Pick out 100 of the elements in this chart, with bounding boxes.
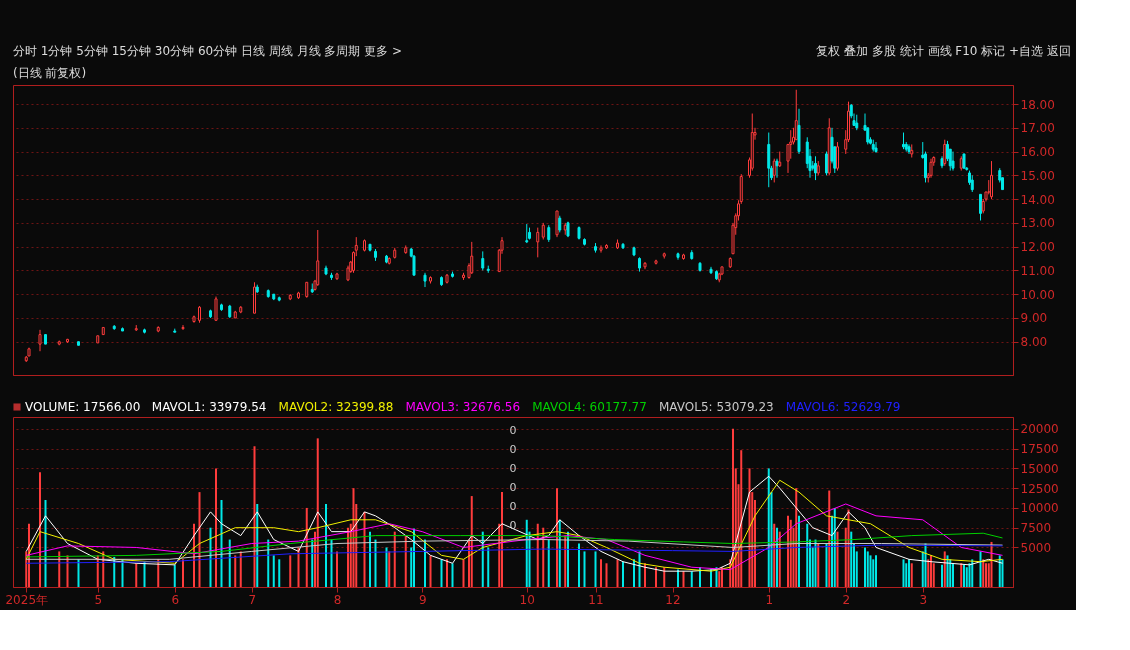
candlestick <box>946 140 949 162</box>
bar <box>578 543 580 587</box>
bar <box>215 468 217 587</box>
line-series <box>25 544 1003 564</box>
bar <box>556 488 558 587</box>
bar <box>872 559 875 587</box>
y-tick-label: 8.00 <box>1020 335 1048 350</box>
y-tick-label: 12.00 <box>1020 240 1055 255</box>
candlestick <box>951 151 955 172</box>
text: MAVOL1: 33979.54 <box>151 400 267 414</box>
y-tick-label: 18.00 <box>1020 97 1055 112</box>
annotation: 0 <box>509 481 517 494</box>
annotation: 0 <box>509 424 517 437</box>
text: MAVOL3: 32676.56 <box>405 400 521 414</box>
bar <box>798 515 800 587</box>
bar <box>633 559 635 587</box>
line-series <box>25 503 1003 571</box>
candlestick <box>481 250 485 271</box>
bar <box>943 551 946 587</box>
y-tick-label: 11.00 <box>1020 263 1055 278</box>
bar <box>616 559 619 587</box>
bar <box>440 559 443 587</box>
bar <box>806 523 809 587</box>
bar <box>66 555 69 587</box>
text: MAVOL4: 60177.77 <box>532 400 647 414</box>
bar <box>239 551 242 587</box>
bar <box>795 488 798 587</box>
candlestick <box>599 244 603 254</box>
bar <box>905 563 908 587</box>
y-tick-label: 14.00 <box>1020 192 1055 207</box>
bar <box>278 559 281 587</box>
bar <box>462 559 465 587</box>
bar <box>982 559 985 587</box>
bar <box>875 555 877 587</box>
bar <box>682 571 685 587</box>
bar <box>866 551 869 587</box>
text: 分时 1分钟 5分钟 15分钟 30分钟 60分钟 日线 周线 月线 多周期 更多 > <box>13 44 403 58</box>
bar <box>864 547 866 587</box>
bar <box>622 561 624 587</box>
bar <box>825 543 828 587</box>
y-tick-label: 17500 <box>1020 442 1059 457</box>
bar <box>470 496 473 587</box>
bar <box>429 555 432 587</box>
annotation: 0 <box>509 500 517 513</box>
x-tick-label: 2025年 <box>5 592 49 607</box>
bar <box>600 559 602 587</box>
bar <box>525 519 528 587</box>
candlestick <box>825 151 828 176</box>
bar <box>369 531 371 587</box>
bar <box>941 564 943 587</box>
bar <box>393 531 396 587</box>
x-tick-label: 3 <box>919 592 928 607</box>
bar <box>253 446 256 587</box>
bar <box>404 535 407 587</box>
bar <box>836 531 839 587</box>
bar <box>998 555 1001 587</box>
y-tick-label: 7500 <box>1020 521 1052 536</box>
y-tick-label: 10000 <box>1020 501 1059 516</box>
bar <box>828 490 831 587</box>
x-tick-label: 1 <box>765 592 774 607</box>
chart-title: (日线 前复权) <box>13 66 87 80</box>
legend-label: VOLUME: 17566.00 <box>25 400 141 414</box>
bar <box>910 563 913 587</box>
bar <box>143 561 146 587</box>
bar <box>748 468 751 587</box>
bar <box>946 555 949 587</box>
bar <box>1001 559 1004 587</box>
x-tick-label: 6 <box>171 592 180 607</box>
candlestick <box>836 141 839 172</box>
bar <box>908 559 910 587</box>
bar <box>44 500 47 587</box>
candlestick <box>536 227 540 258</box>
bar <box>330 539 333 587</box>
bar <box>949 559 952 587</box>
bar <box>234 555 237 587</box>
bar <box>501 492 503 587</box>
bar <box>336 551 338 587</box>
y-tick-label: 10.00 <box>1020 287 1055 302</box>
candlestick <box>929 158 933 179</box>
bar <box>388 551 391 587</box>
candlestick <box>316 229 320 287</box>
x-tick-label: 5 <box>94 592 103 607</box>
bar <box>952 563 954 587</box>
candlestick <box>470 241 474 275</box>
x-tick-label: 8 <box>333 592 342 607</box>
bar <box>228 539 231 587</box>
candlestick <box>38 329 42 352</box>
bar <box>564 535 567 587</box>
bar <box>311 539 314 587</box>
bar <box>198 492 201 587</box>
text: MAVOL2: 32399.88 <box>278 400 394 414</box>
bar <box>182 559 184 587</box>
bar <box>776 527 778 587</box>
bar <box>451 563 454 587</box>
y-tick-label: 16.00 <box>1020 145 1055 160</box>
bar <box>690 571 693 587</box>
text: 复权 叠加 多股 统计 画线 F10 标记 +自选 返回 <box>816 44 1071 58</box>
line-series <box>25 539 1003 560</box>
bar <box>374 539 377 587</box>
x-tick-label: 10 <box>519 592 535 607</box>
